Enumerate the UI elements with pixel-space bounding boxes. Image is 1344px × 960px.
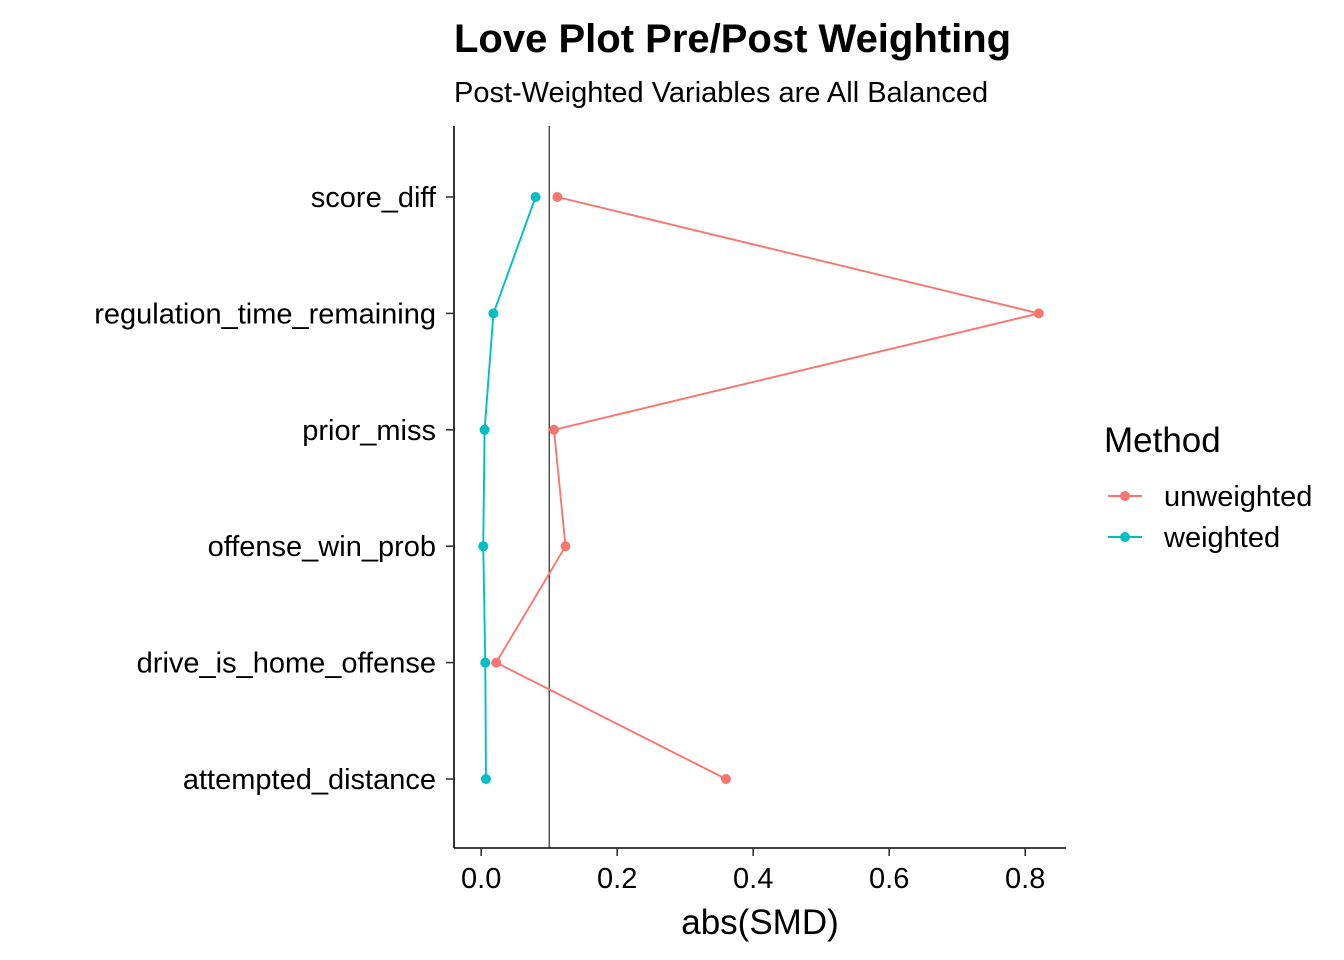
x-tick-label: 0.6 — [869, 863, 909, 895]
x-tick-label: 0.0 — [461, 863, 501, 895]
data-point-unweighted — [552, 192, 563, 202]
chart-subtitle: Post-Weighted Variables are All Balanced — [454, 77, 988, 109]
series-line-weighted — [482, 196, 537, 780]
x-axis-title: abs(SMD) — [681, 903, 839, 942]
data-point-weighted — [478, 541, 489, 552]
y-tick-label: drive_is_home_offense — [137, 648, 436, 680]
x-tick-label: 0.2 — [597, 863, 637, 895]
data-point-weighted — [488, 308, 499, 319]
data-point-unweighted — [491, 657, 502, 668]
y-tick-label: attempted_distance — [183, 764, 436, 796]
legend: Method unweighted weighted — [1104, 421, 1312, 554]
y-tick-label: regulation_time_remaining — [94, 298, 436, 330]
data-point-unweighted — [721, 774, 731, 784]
y-tick-label: score_diff — [311, 182, 437, 214]
chart-title: Love Plot Pre/Post Weighting — [454, 17, 1011, 61]
legend-label-unweighted: unweighted — [1164, 481, 1312, 513]
x-axis: 0.0 0.2 0.4 0.6 0.8 — [461, 848, 1045, 895]
y-tick-label: prior_miss — [302, 415, 436, 447]
data-point-unweighted — [548, 424, 559, 435]
x-tick-label: 0.8 — [1005, 863, 1045, 895]
legend-label-weighted: weighted — [1163, 522, 1280, 554]
data-point-weighted — [479, 424, 490, 435]
y-tick-label: offense_win_prob — [208, 531, 436, 563]
data-point-weighted — [530, 192, 541, 202]
data-point-unweighted — [560, 541, 571, 552]
data-point-weighted — [480, 774, 491, 784]
data-point-unweighted — [1033, 308, 1044, 319]
legend-key-point-weighted — [1120, 532, 1130, 542]
x-tick-label: 0.4 — [733, 863, 773, 895]
series-line-unweighted — [494, 196, 1040, 780]
data-point-weighted — [480, 657, 491, 668]
y-axis: score_diff regulation_time_remainingprior… — [94, 182, 454, 796]
plot-area — [478, 126, 1044, 848]
legend-key-point-unweighted — [1120, 491, 1130, 501]
legend-title: Method — [1104, 421, 1221, 460]
